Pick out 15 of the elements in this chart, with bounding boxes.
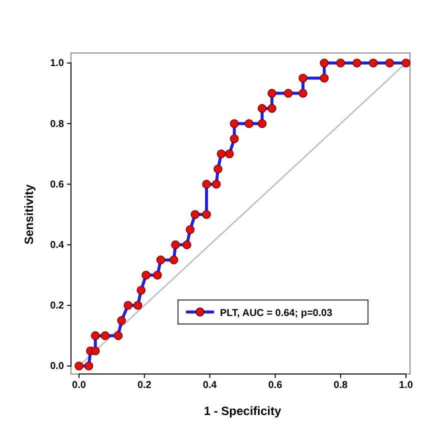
x-tick-label: 1.0 [399,380,414,392]
y-tick-label: 0.4 [50,240,64,251]
y-tick-label: 0.2 [50,300,64,312]
x-tick-label: 0.0 [72,380,86,392]
x-tick-label: 0.4 [202,380,218,392]
y-tick-label: 1.0 [50,58,64,70]
x-tick-label: 0.6 [268,380,283,392]
y-tick-label: 0.8 [50,118,64,130]
x-axis-title: 1 - Specificity [204,404,282,418]
y-tick-label: 0.6 [50,179,64,190]
x-tick-label: 0.8 [334,380,348,392]
legend-label: PLT, AUC = 0.64; p=0.03 [220,308,333,319]
x-tick-label: 0.2 [137,380,152,392]
y-axis-title: Sensitivity [22,184,36,245]
y-tick-label: 0.0 [50,361,64,372]
